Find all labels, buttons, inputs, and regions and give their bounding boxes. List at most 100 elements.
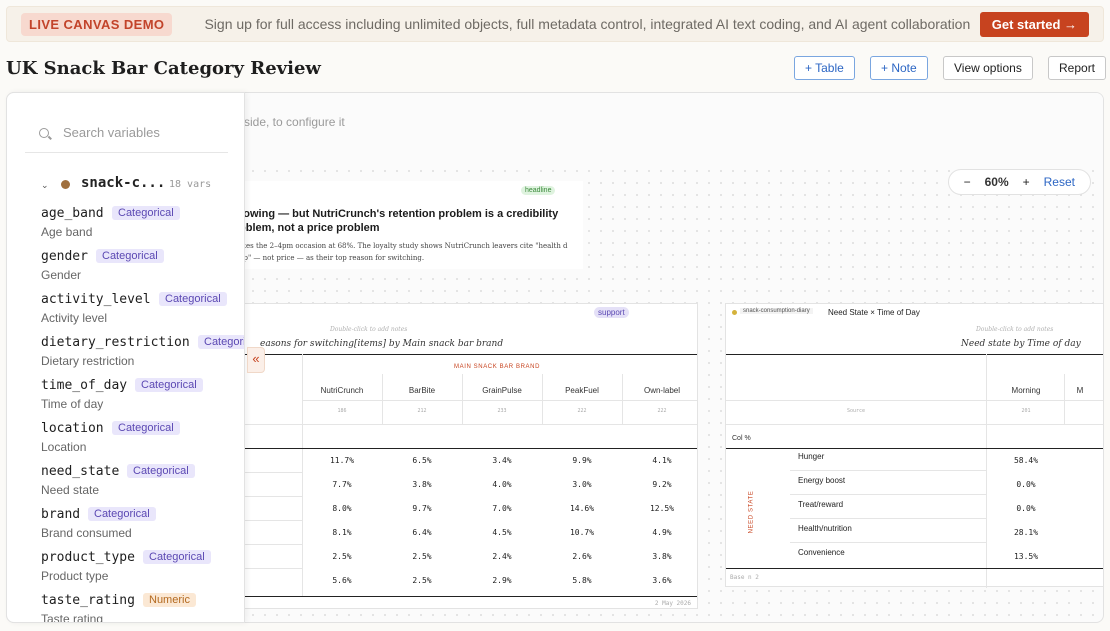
row-divider xyxy=(226,496,302,497)
need-row-label: Treat/reward xyxy=(798,500,844,509)
switch-cell: 2.5% xyxy=(332,552,352,561)
add-note-button[interactable]: + Note xyxy=(870,56,928,80)
zoom-level: 60% xyxy=(984,175,1009,189)
switch-cell: 4.5% xyxy=(492,528,512,537)
switch-col-base: 186 xyxy=(337,408,347,414)
variable-type-badge: Categorical xyxy=(112,206,180,220)
switch-cell: 7.0% xyxy=(492,504,512,513)
variable-item[interactable]: location Location Categorical xyxy=(41,421,244,459)
switch-cell: 2.4% xyxy=(492,552,512,561)
variable-label: Dietary restriction xyxy=(41,354,135,368)
chevron-down-icon[interactable]: ⌄ xyxy=(41,180,49,190)
need-base-value: 201 xyxy=(1021,408,1031,414)
search-input[interactable] xyxy=(63,125,223,140)
row-divider xyxy=(226,520,302,521)
switch-cell: 2.9% xyxy=(492,576,512,585)
switch-cell: 10.7% xyxy=(569,528,595,537)
variable-item[interactable]: gender Gender Categorical xyxy=(41,249,244,287)
variable-name: gender xyxy=(41,249,88,264)
variable-label: Gender xyxy=(41,268,82,282)
switch-col-base: 222 xyxy=(657,408,667,414)
headline-card[interactable]: headline rowing — but NutriCrunch's rete… xyxy=(227,181,583,269)
switch-cell: 3.8% xyxy=(412,480,432,489)
variable-type-badge: Categorical xyxy=(159,292,227,306)
variable-item[interactable]: time_of_day Time of day Categorical xyxy=(41,378,244,416)
switching-table-title: easons for switching[items] by Main snac… xyxy=(260,339,504,349)
variable-name: age_band xyxy=(41,206,104,221)
variable-label: Age band xyxy=(41,225,93,239)
add-table-button[interactable]: + Table xyxy=(794,56,855,80)
switch-col-header: PeakFuel xyxy=(565,386,599,395)
variable-type-badge: Categorical xyxy=(198,335,244,349)
variable-type-badge: Categorical xyxy=(127,464,195,478)
title-bar: UK Snack Bar Category Review + Table + N… xyxy=(0,48,1110,88)
canvas-hint: side, to configure it xyxy=(244,115,345,129)
switch-col-header: GrainPulse xyxy=(482,386,522,395)
variable-label: Need state xyxy=(41,483,100,497)
switch-cell: 2.5% xyxy=(412,552,432,561)
variable-item[interactable]: age_band Age band Categorical xyxy=(41,206,244,244)
need-row-label: Convenience xyxy=(798,548,845,557)
variable-type-badge: Categorical xyxy=(143,550,211,564)
table-notes-hint: Double-click to add notes xyxy=(330,326,408,333)
variable-item[interactable]: product_type Product type Categorical xyxy=(41,550,244,588)
variable-type-badge: Categorical xyxy=(88,507,156,521)
switch-cell: 3.6% xyxy=(652,576,672,585)
variable-item[interactable]: dietary_restriction Dietary restriction Ca… xyxy=(41,335,244,373)
need-state-table-card[interactable]: snack-consumption-diary Need State × Tim… xyxy=(725,303,1103,588)
support-tag: support xyxy=(594,307,629,318)
report-button[interactable]: Report xyxy=(1048,56,1107,80)
switching-table-card[interactable]: support Double-click to add notes easons… xyxy=(225,303,698,609)
variable-item[interactable]: taste_rating Taste rating Numeric xyxy=(41,593,244,623)
need-notes-hint: Double-click to add notes xyxy=(976,326,1054,333)
zoom-in-button[interactable]: + xyxy=(1022,175,1030,189)
switch-col-base: 212 xyxy=(417,408,427,414)
variable-type-badge: Categorical xyxy=(135,378,203,392)
variable-item[interactable]: need_state Need state Categorical xyxy=(41,464,244,502)
need-cell: 0.0% xyxy=(1016,480,1036,489)
switch-cell: 7.7% xyxy=(332,480,352,489)
zoom-control: − 60% + Reset xyxy=(947,169,1091,195)
switch-cell: 6.5% xyxy=(412,456,432,465)
variable-name: activity_level xyxy=(41,292,151,307)
variable-item[interactable]: brand Brand consumed Categorical xyxy=(41,507,244,545)
dataset-color-dot xyxy=(61,180,70,189)
switch-cell: 5.8% xyxy=(572,576,592,585)
dataset-tag: snack-consumption-diary xyxy=(740,308,813,314)
variable-type-badge: Numeric xyxy=(143,593,196,607)
variable-item[interactable]: activity_level Activity level Categorical xyxy=(41,292,244,330)
need-cell: 13.5% xyxy=(1013,552,1039,561)
switch-cell: 3.4% xyxy=(492,456,512,465)
get-started-button[interactable]: Get started → xyxy=(979,12,1089,37)
row-divider xyxy=(790,470,986,471)
need-table-footer: Base n 2 xyxy=(730,574,759,581)
variable-label: Taste rating xyxy=(41,612,104,623)
collapse-sidebar-button[interactable]: « xyxy=(247,347,265,373)
row-divider xyxy=(790,518,986,519)
switch-col-header: BarBite xyxy=(408,386,436,395)
brand-caption: MAIN SNACK BAR BRAND xyxy=(454,364,541,370)
variable-name: dietary_restriction xyxy=(41,335,190,350)
switch-cell: 5.6% xyxy=(332,576,352,585)
need-col-morning: Morning xyxy=(1011,386,1041,395)
switch-cell: 2.6% xyxy=(572,552,592,561)
col-pct-label: Col % xyxy=(732,435,751,442)
need-state-header-title: Need State × Time of Day xyxy=(828,308,920,317)
variable-name: taste_rating xyxy=(41,593,135,608)
variable-label: Brand consumed xyxy=(41,526,132,540)
canvas[interactable]: side, to configure it − 60% + Reset head… xyxy=(6,92,1104,623)
page-title: UK Snack Bar Category Review xyxy=(6,58,321,79)
switch-cell: 8.0% xyxy=(332,504,352,513)
search-icon xyxy=(39,128,49,138)
row-divider xyxy=(790,494,986,495)
switch-cell: 9.9% xyxy=(572,456,592,465)
view-options-button[interactable]: View options xyxy=(943,56,1033,80)
zoom-out-button[interactable]: − xyxy=(963,175,971,189)
variable-type-badge: Categorical xyxy=(96,249,164,263)
zoom-reset-button[interactable]: Reset xyxy=(1043,175,1075,189)
variable-label: Activity level xyxy=(41,311,108,325)
dataset-name: snack-c... xyxy=(81,175,166,191)
dataset-header[interactable]: ⌄ snack-c... 18 vars xyxy=(41,175,241,195)
switch-cell: 8.1% xyxy=(332,528,352,537)
